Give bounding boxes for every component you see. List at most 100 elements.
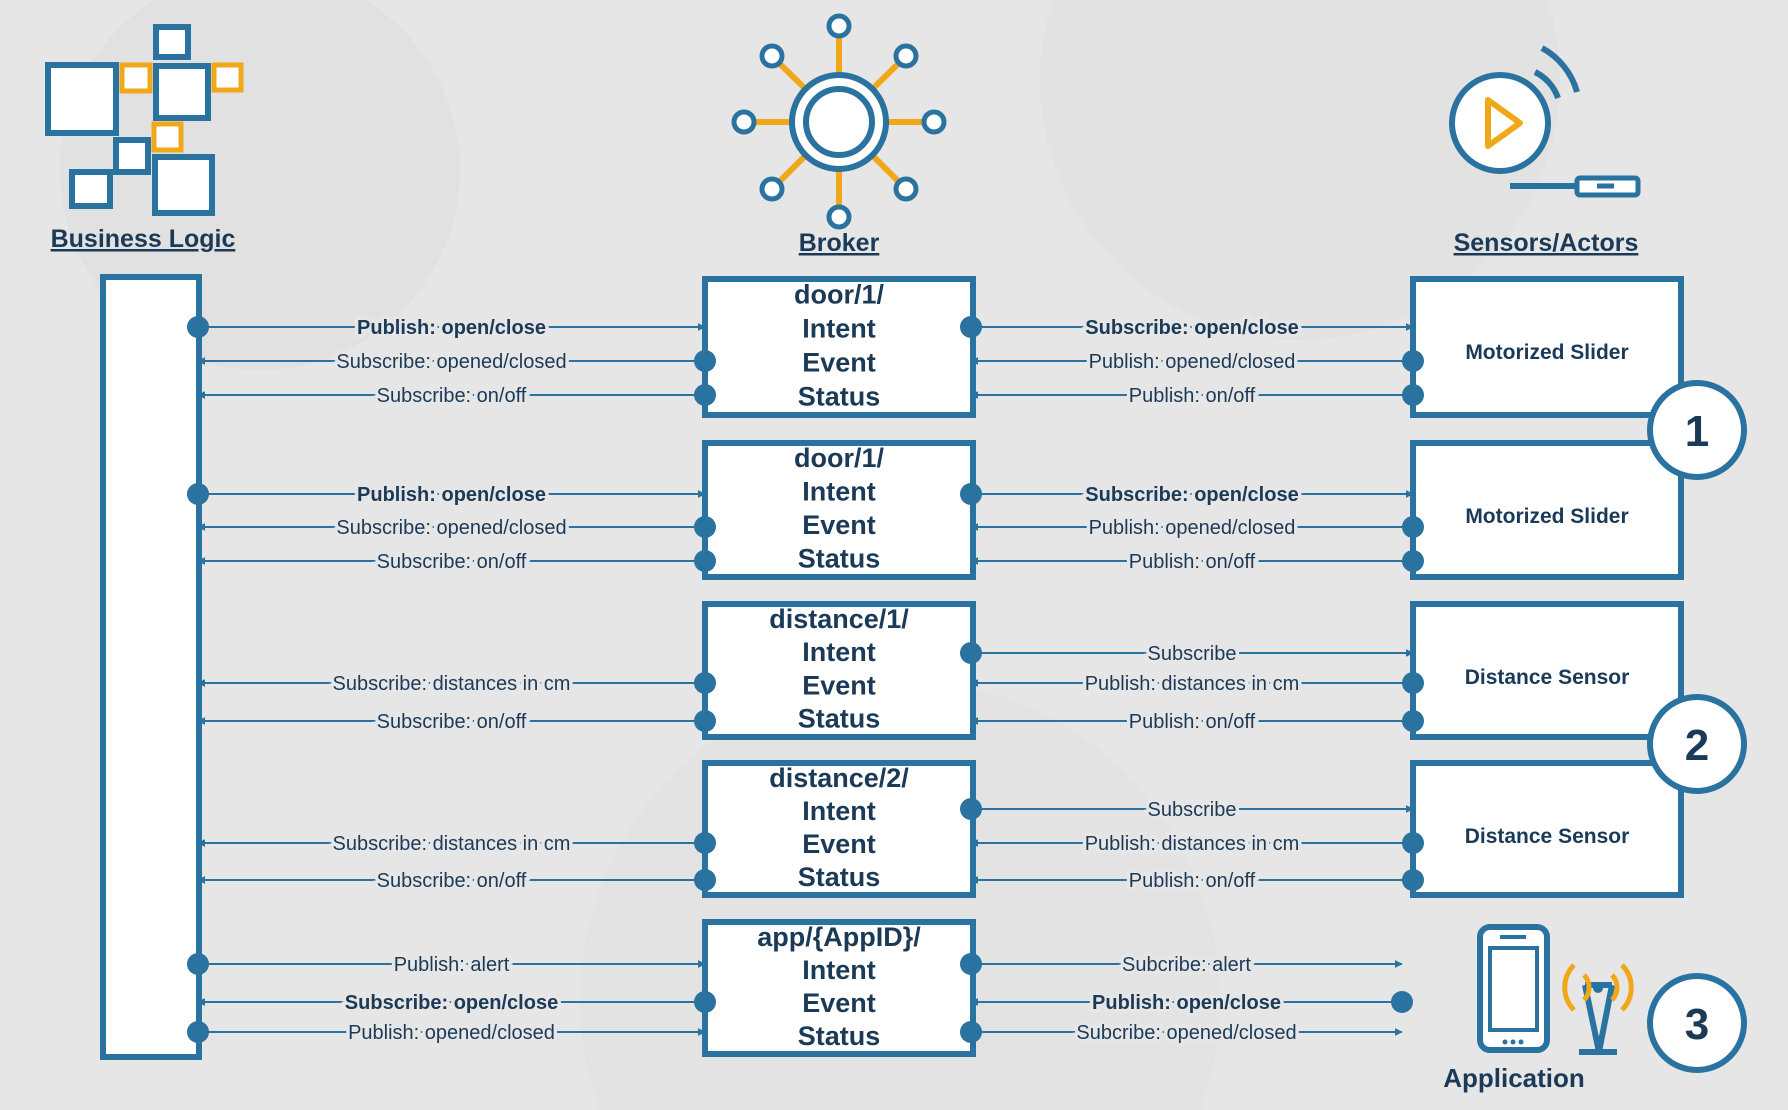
right-message-label: Publish: distances in cm: [1085, 673, 1300, 695]
left-message-label: Subscribe: distances in cm: [333, 833, 571, 855]
topic-name: distance/1/: [769, 604, 909, 634]
left-message-label: Publish: alert: [394, 954, 510, 976]
sensors-actors-title: Sensors/Actors: [1454, 229, 1639, 257]
right-message-label: Publish: on/off: [1129, 711, 1256, 733]
right-message-arrow: Publish: on/off: [970, 548, 1424, 577]
left-message-label: Subscribe: opened/closed: [336, 351, 566, 373]
smartphone-antenna-icon: [1477, 924, 1634, 1055]
topic-name: distance/2/: [769, 763, 909, 793]
connector-dot: [1402, 550, 1424, 572]
topic-field: Event: [802, 347, 876, 377]
right-message-arrow: Subcribe: alert: [960, 951, 1403, 980]
topic-field: Intent: [802, 477, 876, 507]
left-message-label: Subscribe: on/off: [377, 870, 527, 892]
squares-cluster-icon: [45, 24, 244, 216]
left-message-arrow: Subscribe: on/off: [197, 382, 716, 411]
right-message-arrow: Publish: open/close: [970, 989, 1413, 1018]
left-message-arrow: Subscribe: distances in cm: [197, 670, 716, 699]
right-message-arrow: Publish: opened/closed: [970, 514, 1424, 543]
right-message-arrow: Publish: on/off: [970, 867, 1424, 896]
left-message-arrow: Subscribe: open/close: [197, 989, 716, 1018]
left-message-arrow: Subscribe: on/off: [197, 548, 716, 577]
right-message-label: Publish: distances in cm: [1085, 833, 1300, 855]
device-label: Motorized Slider: [1465, 505, 1628, 528]
device-box: Motorized Slider: [1410, 440, 1684, 580]
right-message-arrow: Publish: distances in cm: [970, 830, 1424, 859]
left-message-label: Subscribe: on/off: [377, 711, 527, 733]
left-message-arrow: Publish: alert: [187, 951, 706, 980]
hub-network-icon: [731, 13, 947, 230]
connector-dot: [1402, 832, 1424, 854]
play-signal-sensor-icon: [1449, 45, 1641, 198]
broker-title: Broker: [799, 229, 880, 257]
topic-field: Event: [802, 829, 876, 859]
hub-node-icon: [893, 43, 919, 69]
device-label: Motorized Slider: [1465, 341, 1628, 364]
connector-dot: [1391, 991, 1413, 1013]
right-message-label: Publish: open/close: [1092, 992, 1281, 1014]
device-box: Distance Sensor: [1410, 601, 1684, 740]
step-badge: 1: [1647, 380, 1747, 480]
connector-dot: [694, 384, 716, 406]
right-message-label: Publish: on/off: [1129, 385, 1256, 407]
topic-field: Status: [798, 1021, 881, 1051]
left-message-label: Subscribe: opened/closed: [336, 517, 566, 539]
application-title: Application: [1443, 1063, 1585, 1093]
connector-dot: [1402, 350, 1424, 372]
connector-dot: [1402, 516, 1424, 538]
connector-dot: [694, 832, 716, 854]
left-message-arrow: Subscribe: opened/closed: [197, 348, 716, 377]
hub-node-icon: [893, 176, 919, 202]
right-message-arrow: Publish: opened/closed: [970, 348, 1424, 377]
right-message-label: Subscribe: [1148, 799, 1237, 821]
left-message-label: Publish: opened/closed: [348, 1022, 555, 1044]
right-message-label: Subscribe: open/close: [1085, 484, 1298, 506]
device-label: Distance Sensor: [1465, 825, 1630, 848]
connector-dot: [187, 953, 209, 975]
right-message-arrow: Subscribe: open/close: [960, 481, 1414, 510]
connector-dot: [694, 991, 716, 1013]
right-message-label: Publish: on/off: [1129, 870, 1256, 892]
right-message-label: Publish: opened/closed: [1089, 517, 1296, 539]
right-message-arrow: Subscribe: [960, 640, 1414, 669]
connector-dot: [1402, 710, 1424, 732]
step-badge-number: 3: [1685, 1000, 1709, 1049]
step-badge-number: 2: [1685, 721, 1709, 770]
topic-field: Event: [802, 510, 876, 540]
left-message-label: Subscribe: distances in cm: [333, 673, 571, 695]
device-box: Distance Sensor: [1410, 760, 1684, 898]
hub-node-icon: [826, 13, 852, 39]
right-message-label: Publish: on/off: [1129, 551, 1256, 573]
hub-node-icon: [759, 176, 785, 202]
left-message-label: Subscribe: on/off: [377, 551, 527, 573]
left-message-arrow: Subscribe: on/off: [197, 867, 716, 896]
hub-node-icon: [759, 43, 785, 69]
topic-name: door/1/: [794, 279, 885, 309]
right-message-arrow: Publish: on/off: [970, 708, 1424, 737]
hub-node-icon: [731, 109, 757, 135]
step-badge: 2: [1647, 694, 1747, 794]
topic-field: Intent: [802, 796, 876, 826]
topic-field: Intent: [802, 955, 876, 985]
left-message-arrow: Subscribe: distances in cm: [197, 830, 716, 859]
topic-field: Status: [798, 544, 881, 574]
connector-dot: [960, 483, 982, 505]
connector-dot: [694, 672, 716, 694]
left-message-label: Publish: open/close: [357, 317, 546, 339]
right-message-arrow: Subcribe: opened/closed: [960, 1019, 1403, 1048]
topic-field: Event: [802, 988, 876, 1018]
topic-name: app/{AppID}/: [757, 922, 921, 952]
business-logic-bar: [100, 274, 202, 1060]
topic-field: Intent: [802, 637, 876, 667]
business-logic-title: Business Logic: [51, 225, 236, 253]
connector-dot: [960, 1021, 982, 1043]
right-message-arrow: Subscribe: [960, 796, 1414, 825]
connector-dot: [187, 316, 209, 338]
left-message-arrow: Publish: open/close: [187, 481, 706, 510]
hub-node-icon: [826, 204, 852, 230]
connector-dot: [1402, 869, 1424, 891]
